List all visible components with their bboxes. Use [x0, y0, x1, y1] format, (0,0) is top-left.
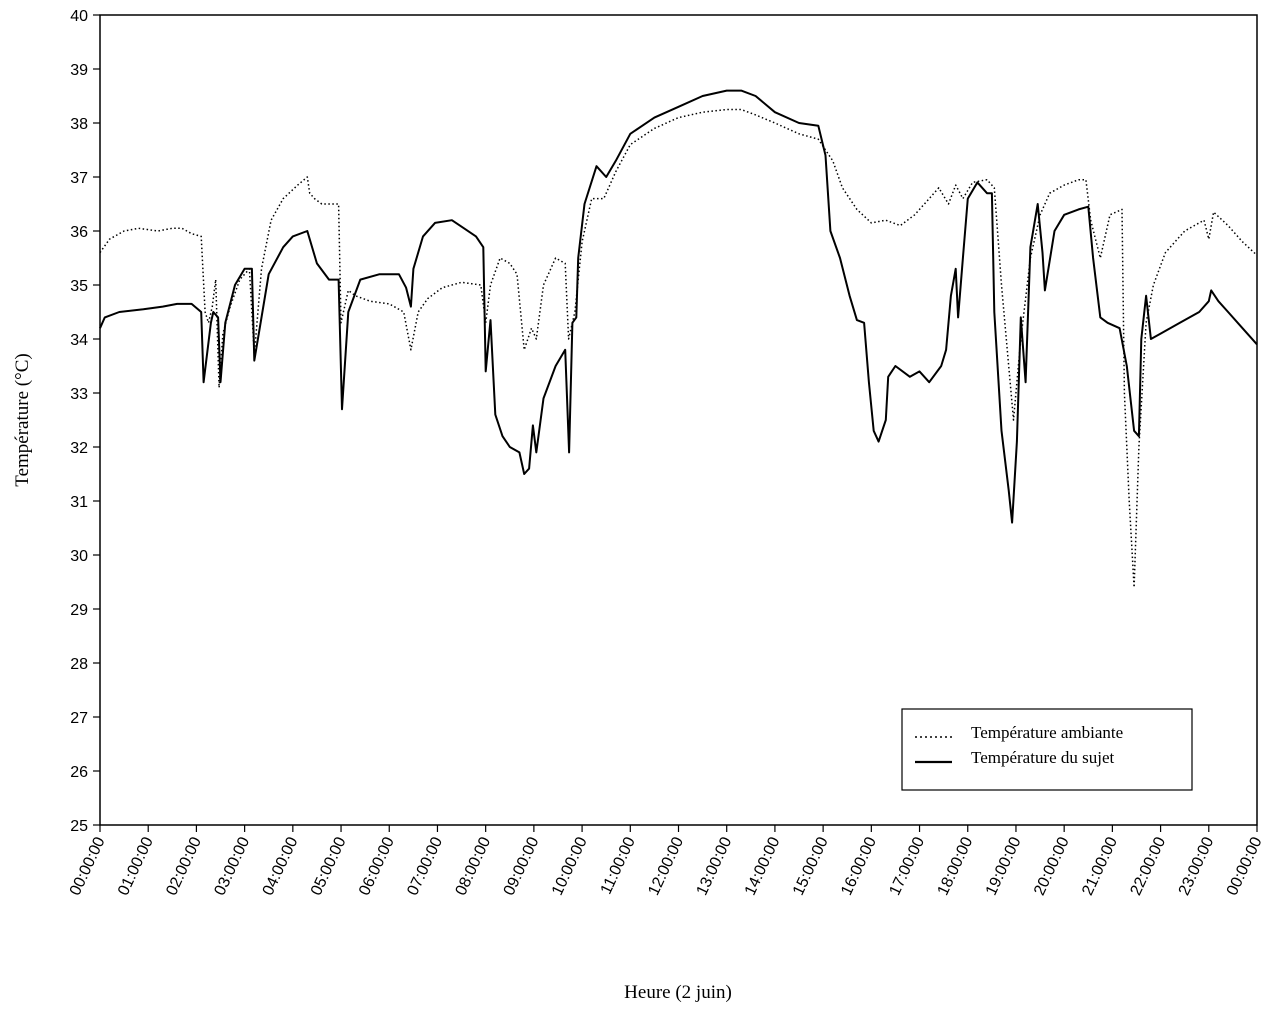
y-tick-label: 25 [70, 818, 88, 835]
x-tick-label: 21:00:00 [1079, 834, 1121, 898]
x-tick-label: 19:00:00 [983, 834, 1025, 898]
y-tick-label: 34 [70, 332, 88, 349]
y-tick-label: 32 [70, 440, 88, 457]
x-tick-label: 16:00:00 [838, 834, 880, 898]
y-tick-label: 38 [70, 116, 88, 133]
x-tick-label: 09:00:00 [501, 834, 543, 898]
x-tick-label: 08:00:00 [453, 834, 495, 898]
y-tick-label: 33 [70, 386, 88, 403]
y-tick-label: 35 [70, 278, 88, 295]
x-tick-label: 03:00:00 [212, 834, 254, 898]
plot-frame [99, 14, 1258, 826]
y-tick-label: 29 [70, 602, 88, 619]
x-axis-ticks: 00:00:00 01:00:00 02:00:00 03:00:00 04:00:00… [67, 825, 1266, 898]
x-axis-title: Heure (2 juin) [624, 982, 732, 1003]
x-tick-label: 06:00:00 [356, 834, 398, 898]
y-tick-label: 27 [70, 710, 88, 727]
x-tick-label: 02:00:00 [163, 834, 205, 898]
x-tick-label: 04:00:00 [260, 834, 302, 898]
x-tick-label: 13:00:00 [694, 834, 736, 898]
y-tick-label: 39 [70, 62, 88, 79]
x-tick-label: 07:00:00 [404, 834, 446, 898]
x-tick-label: 23:00:00 [1176, 834, 1218, 898]
x-tick-label: 20:00:00 [1031, 834, 1073, 898]
series-line-ambiante [99, 108, 1258, 589]
legend: Température ambiante Température du suje… [901, 708, 1193, 791]
x-tick-label: 17:00:00 [886, 834, 928, 898]
y-tick-label: 26 [70, 764, 88, 781]
y-tick-label: 37 [70, 170, 88, 187]
x-tick-label: 14:00:00 [742, 834, 784, 898]
x-tick-label: 05:00:00 [308, 834, 350, 898]
y-tick-label: 36 [70, 224, 88, 241]
x-tick-label: 00:00:00 [67, 834, 109, 898]
y-tick-label: 40 [70, 8, 88, 25]
x-tick-label: 11:00:00 [598, 834, 639, 897]
x-tick-label: 12:00:00 [645, 834, 687, 898]
x-tick-label: 01:00:00 [115, 834, 157, 898]
x-tick-label: 00:00:00 [1224, 834, 1266, 898]
x-tick-label: 22:00:00 [1127, 834, 1169, 898]
y-axis-ticks: 25 26 27 28 29 30 31 32 33 34 35 36 37 38 39 40 [70, 8, 100, 835]
y-tick-label: 31 [70, 494, 88, 511]
y-tick-label: 28 [70, 656, 88, 673]
legend-label-sujet: Température du sujet [971, 748, 1115, 767]
y-axis-title: Température (°C) [12, 353, 33, 486]
y-tick-label: 30 [70, 548, 88, 565]
x-tick-label: 10:00:00 [549, 834, 591, 898]
series-line-sujet [99, 89, 1258, 524]
series-lines [99, 89, 1258, 589]
legend-label-ambiante: Température ambiante [971, 723, 1123, 742]
legend-box [901, 708, 1193, 791]
x-tick-label: 15:00:00 [790, 834, 832, 898]
x-tick-label: 18:00:00 [935, 834, 977, 898]
